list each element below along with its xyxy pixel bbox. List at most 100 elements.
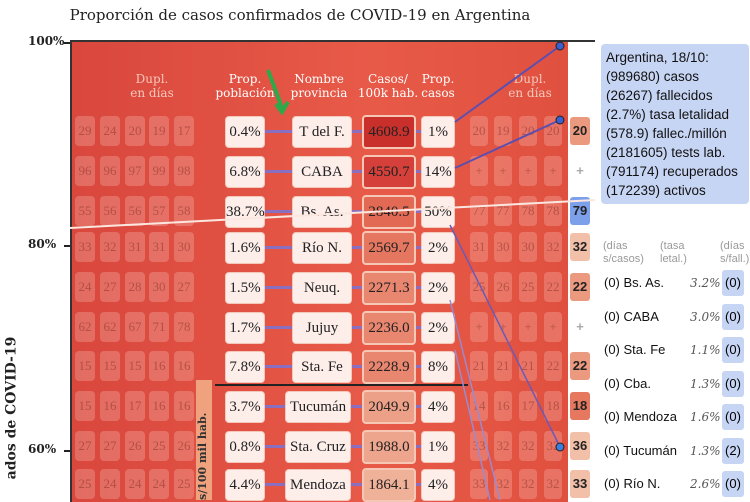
summary-line: (2181605) tests lab. [606,145,726,160]
prop-casos-cell: 14% [421,156,455,188]
prop-casos-cell: 1% [421,116,455,148]
dupl-right-cell: 32 [544,232,562,262]
dupl-left-cell: 56 [125,196,145,226]
dupl-right-cell: 22 [544,272,562,302]
prop-poblacion-cell: 38.7% [225,196,265,228]
summary-line: Argentina, 18/10: [606,50,709,65]
days-without-deaths: (2) [722,437,744,464]
dupl-left-cell: 16 [174,351,194,381]
connector-line [454,349,491,500]
prop-poblacion-cell: 7.8% [225,351,265,383]
dupl-left-cell: 19 [149,116,169,146]
prop-casos-cell: 2% [421,272,455,304]
final-dupl-cell: + [570,313,590,341]
header-nombre-provincia: Nombre provincia [290,72,348,100]
dupl-left-cell: 31 [125,232,145,262]
dupl-left-cell: 96 [100,156,120,186]
dupl-right-cell: 31 [470,232,488,262]
days-without-deaths: (0) [722,270,744,296]
dupl-left-cell: 17 [174,116,194,146]
prop-casos-cell: 2% [421,232,455,264]
dupl-left-cell: 25 [75,469,95,499]
prop-casos-cell: 1% [421,431,455,463]
prop-poblacion-cell: 0.4% [225,116,265,148]
data-point [555,442,565,452]
dupl-right-cell: 32 [494,431,512,461]
casos-100k-cell: 2236.0 [362,311,416,345]
lethality-rate: 2.6% [690,477,721,491]
final-dupl-cell: 33 [570,470,590,498]
dupl-right-cell: + [470,156,488,186]
dupl-left-cell: 58 [174,196,194,226]
final-dupl-cell: 79 [570,197,590,225]
summary-line: (26267) fallecidos [606,88,713,103]
lethality-rate: 1.1% [690,343,721,357]
connector-line [454,119,561,169]
province-stat-name: (0) Cba. [604,375,651,391]
final-dupl-cell: + [570,157,590,185]
lethality-rate: 1.3% [690,376,721,391]
casos-100k-cell: 2228.9 [362,350,416,384]
dupl-left-cell: 24 [100,469,120,499]
header-casos-100k: Casos/ 100k hab. [357,72,419,100]
province-name-cell: Bs. As. [292,196,352,228]
dupl-left-cell: 55 [75,196,95,226]
days-without-deaths: (0) [722,337,744,363]
final-dupl-cell: 22 [570,352,590,380]
arrow-icon [266,69,290,116]
dupl-left-cell: 15 [100,351,120,381]
dupl-left-cell: 24 [75,272,95,302]
dupl-right-cell: + [494,312,512,342]
dupl-left-cell: 27 [100,272,120,302]
sub-header: (días s/casos) [603,240,644,265]
casos-100k-cell: 1988.0 [362,430,416,464]
days-without-deaths: (0) [722,303,744,330]
dupl-right-cell: 26 [494,272,512,302]
dupl-right-cell: 20 [470,116,488,146]
dupl-left-cell: 67 [125,312,145,342]
data-point [555,41,565,51]
dupl-left-cell: 20 [125,116,145,146]
dupl-right-cell: + [494,156,512,186]
dupl-left-cell: 33 [75,232,95,262]
dupl-left-cell: 16 [100,391,120,421]
prop-poblacion-cell: 6.8% [225,156,265,188]
dupl-left-cell: 27 [100,431,120,461]
casos-100k-cell: 4550.7 [362,155,416,189]
connector-line [454,45,561,123]
header-prop-casos: Prop. casos [421,72,455,100]
separator-line [215,384,468,386]
y-tick [64,450,70,452]
prop-casos-cell: 4% [421,469,455,501]
province-stat-name: (0) Tucumán [604,442,677,458]
dupl-right-cell: + [519,156,537,186]
dupl-right-cell: 19 [494,116,512,146]
dupl-left-cell: 27 [174,272,194,302]
chart-title: Proporción de casos confirmados de COVID… [69,6,531,24]
dupl-left-cell: 97 [125,156,145,186]
dupl-left-cell: 78 [174,312,194,342]
casos-100k-cell: 2049.9 [362,390,416,424]
summary-line: (791174) recuperados [606,164,738,179]
y-tick-label: 60% [28,442,57,456]
dupl-right-cell: 33 [470,431,488,461]
dupl-left-cell: 16 [174,391,194,421]
dupl-right-cell: 21 [494,351,512,381]
dupl-right-cell: 25 [519,272,537,302]
dupl-right-cell: 20 [519,116,537,146]
dupl-left-cell: 99 [149,156,169,186]
dupl-left-cell: 62 [100,312,120,342]
dupl-left-cell: 29 [75,116,95,146]
dupl-left-cell: 27 [75,431,95,461]
dupl-right-cell: + [519,312,537,342]
province-name-cell: CABA [292,156,352,188]
connector-line [69,199,596,229]
dupl-left-cell: 25 [174,469,194,499]
dupl-left-cell: 57 [149,196,169,226]
prop-casos-cell: 2% [421,312,455,344]
summary-line: (172239) activos [606,183,706,198]
prop-poblacion-cell: 0.8% [225,431,265,463]
header-dupl-right: Dupl. en días [508,72,552,100]
dupl-left-cell: 16 [149,351,169,381]
